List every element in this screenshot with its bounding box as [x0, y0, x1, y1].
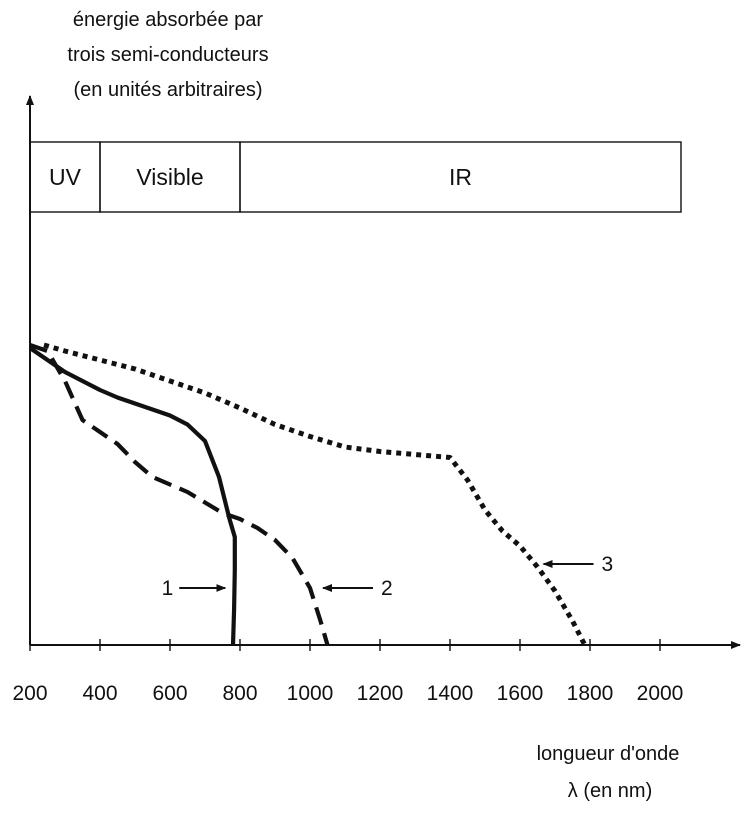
x-tick-label: 800 — [222, 682, 257, 705]
x-tick-label: 1600 — [497, 682, 544, 705]
y-axis-title: énergie absorbée par trois semi-conducte… — [67, 9, 268, 101]
y-axis-title-line: énergie absorbée par — [73, 9, 263, 31]
band-label: UV — [49, 164, 82, 190]
series-group — [28, 342, 588, 647]
x-ticks: 200 400 600 800 1000 1200 1400 1600 1800 2000 — [12, 639, 683, 705]
band-box — [239, 141, 682, 213]
series-labels: 1 2 3 — [162, 553, 614, 600]
series-label: 2 — [381, 577, 393, 600]
x-tick-label: 200 — [12, 682, 47, 705]
x-axis-title-line: λ (en nm) — [568, 780, 652, 802]
x-axis-title-line: longueur d'onde — [537, 743, 680, 765]
band-label: IR — [449, 164, 472, 190]
axes — [26, 95, 741, 649]
x-tick-label: 1800 — [567, 682, 614, 705]
series-line-3 — [43, 342, 588, 647]
spectrum-bands: UV Visible IR — [29, 141, 682, 213]
x-tick-label: 2000 — [637, 682, 684, 705]
series-line-2 — [29, 343, 330, 646]
series-line-1 — [28, 346, 237, 646]
x-tick-label: 1000 — [287, 682, 334, 705]
band-label: Visible — [136, 164, 203, 190]
series-label: 1 — [162, 577, 174, 600]
x-tick-label: 1400 — [427, 682, 474, 705]
x-tick-label: 600 — [152, 682, 187, 705]
x-tick-label: 1200 — [357, 682, 404, 705]
series-label: 3 — [602, 553, 614, 576]
y-axis-title-line: trois semi-conducteurs — [67, 44, 268, 66]
x-tick-label: 400 — [82, 682, 117, 705]
x-axis-title: longueur d'onde λ (en nm) — [537, 743, 680, 802]
y-axis-title-line: (en unités arbitraires) — [74, 79, 263, 101]
